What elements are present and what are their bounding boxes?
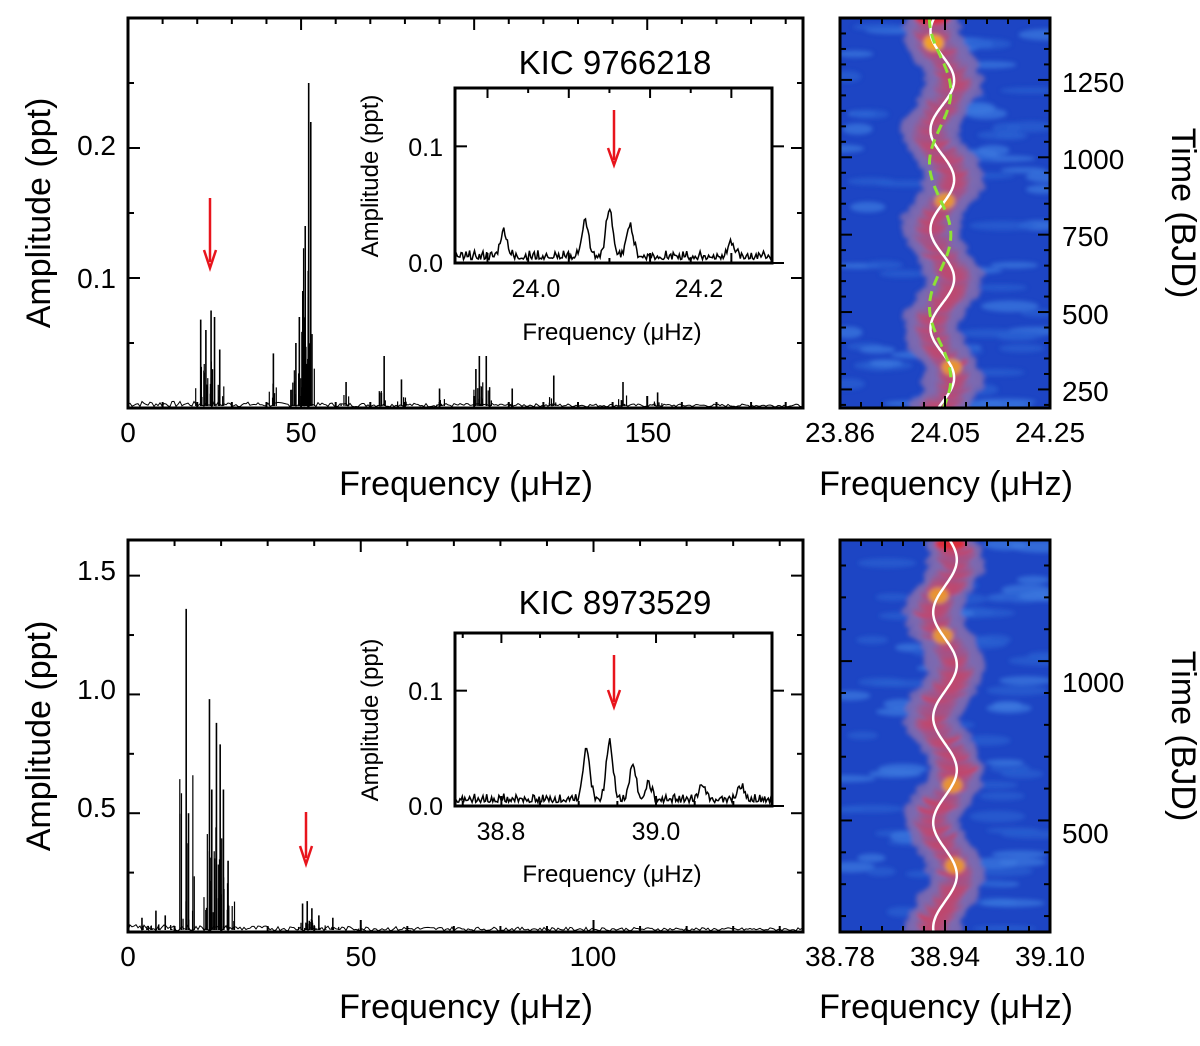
spectrum-ytick-label: 1.0 bbox=[77, 674, 116, 705]
timefreq-y-axis-label: Time (BJD) bbox=[1164, 651, 1200, 822]
timefreq-plot-top: 23.86 24.05 24.25 250 500 750 1000 1250 … bbox=[805, 16, 1200, 503]
inset-plot-top: KIC 9766218 24.0 24.2 0.0 0.1 Frequency … bbox=[357, 44, 784, 346]
spectrum-ytick-label: 1.5 bbox=[77, 555, 116, 586]
timefreq-ytick-label: 500 bbox=[1062, 818, 1109, 849]
inset-spectrum-line bbox=[454, 207, 773, 262]
timefreq-plot-bottom: 38.78 38.94 39.10 500 1000 Frequency (μH… bbox=[805, 538, 1200, 1026]
mode-arrow bbox=[606, 110, 622, 169]
timefreq-xtick-label: 38.94 bbox=[910, 941, 980, 972]
noise-floor bbox=[127, 923, 803, 932]
inset-xtick-label: 24.0 bbox=[512, 275, 561, 303]
inset-ticks bbox=[455, 633, 784, 807]
inset-plot-bottom: KIC 8973529 38.8 39.0 0.0 0.1 Frequency … bbox=[357, 584, 784, 888]
inset-trace bbox=[454, 738, 773, 806]
inset-ytick-label: 0.0 bbox=[408, 793, 443, 821]
timefreq-ytick-label: 1250 bbox=[1062, 67, 1124, 98]
spectrum-xtick-label: 100 bbox=[570, 941, 617, 972]
timefreq-y-axis-label: Time (BJD) bbox=[1164, 128, 1200, 299]
fit-curve bbox=[929, 18, 956, 408]
spectrum-xtick-label: 0 bbox=[120, 417, 136, 448]
timefreq-xtick-label: 38.78 bbox=[805, 941, 875, 972]
spectrum-ytick-label: 0.1 bbox=[77, 263, 116, 294]
spectrum-trace bbox=[127, 608, 803, 932]
spectrum-plot-bottom: 0 50 100 0.5 1.0 1.5 Frequency (μHz) Amp… bbox=[20, 538, 805, 1026]
mode-arrow bbox=[606, 655, 622, 711]
spectrum-y-axis-label: Amplitude (ppt) bbox=[20, 621, 58, 852]
spectrum-x-axis-label: Frequency (μHz) bbox=[339, 988, 593, 1026]
star-name: KIC 9766218 bbox=[519, 44, 712, 81]
spectrum-ticks bbox=[127, 540, 803, 933]
spectrum-xtick-label: 150 bbox=[625, 417, 672, 448]
spectrum-xtick-label: 0 bbox=[120, 941, 136, 972]
timefreq-ticks bbox=[839, 17, 1051, 408]
mode-arrow bbox=[298, 812, 314, 868]
timefreq-xtick-label: 23.86 bbox=[805, 417, 875, 448]
spectrum-trace bbox=[127, 83, 803, 408]
panel-kic-8973529: 0 50 100 0.5 1.0 1.5 Frequency (μHz) Amp… bbox=[20, 538, 1200, 1026]
inset-x-axis-label: Frequency (μHz) bbox=[522, 861, 701, 888]
fit-curve bbox=[931, 540, 959, 932]
spectrum-frame bbox=[126, 538, 805, 934]
inset-xtick-label: 38.8 bbox=[477, 818, 526, 846]
spectrum-x-axis-label: Frequency (μHz) bbox=[339, 465, 593, 503]
spectrum-plot-top: 0 50 100 150 0.1 0.2 Frequency (μHz) Amp… bbox=[20, 16, 805, 503]
timefreq-ytick-label: 750 bbox=[1062, 221, 1109, 252]
timefreq-xtick-label: 24.05 bbox=[910, 417, 980, 448]
timefreq-x-axis-label: Frequency (μHz) bbox=[819, 465, 1073, 503]
timefreq-xtick-label: 24.25 bbox=[1015, 417, 1085, 448]
inset-y-axis-label: Amplitude (ppt) bbox=[357, 639, 384, 802]
dashed-fit-curve bbox=[928, 18, 953, 408]
inset-trace bbox=[454, 207, 773, 262]
star-name: KIC 8973529 bbox=[519, 584, 712, 621]
noise-floor bbox=[127, 400, 803, 408]
timefreq-ytick-label: 1000 bbox=[1062, 144, 1124, 175]
timefreq-ytick-label: 250 bbox=[1062, 376, 1109, 407]
spectrum-xtick-label: 50 bbox=[285, 417, 316, 448]
spectrum-xtick-label: 50 bbox=[345, 941, 376, 972]
mode-arrow bbox=[202, 198, 218, 272]
inset-spectrum-line bbox=[454, 738, 773, 806]
timefreq-ytick-label: 500 bbox=[1062, 299, 1109, 330]
inset-ticks bbox=[455, 88, 784, 264]
timefreq-xtick-label: 39.10 bbox=[1015, 941, 1085, 972]
inset-ytick-label: 0.1 bbox=[408, 678, 443, 706]
spectrum-y-axis-label: Amplitude (ppt) bbox=[20, 98, 58, 329]
timefreq-ticks bbox=[839, 540, 1051, 932]
spectrum-ytick-label: 0.5 bbox=[77, 792, 116, 823]
inset-y-axis-label: Amplitude (ppt) bbox=[357, 95, 384, 258]
inset-xtick-label: 39.0 bbox=[632, 818, 681, 846]
spectrum-ytick-label: 0.2 bbox=[77, 130, 116, 161]
spectrum-ticks bbox=[127, 17, 803, 409]
panel-kic-9766218: 0 50 100 150 0.1 0.2 Frequency (μHz) Amp… bbox=[20, 16, 1200, 503]
spectrum-xtick-label: 100 bbox=[451, 417, 498, 448]
inset-xtick-label: 24.2 bbox=[675, 275, 724, 303]
inset-x-axis-label: Frequency (μHz) bbox=[522, 319, 701, 346]
inset-frame bbox=[453, 631, 774, 808]
inset-ytick-label: 0.0 bbox=[408, 250, 443, 278]
inset-ytick-label: 0.1 bbox=[408, 134, 443, 162]
timefreq-ytick-label: 1000 bbox=[1062, 667, 1124, 698]
timefreq-x-axis-label: Frequency (μHz) bbox=[819, 988, 1073, 1026]
inset-frame bbox=[453, 86, 774, 265]
